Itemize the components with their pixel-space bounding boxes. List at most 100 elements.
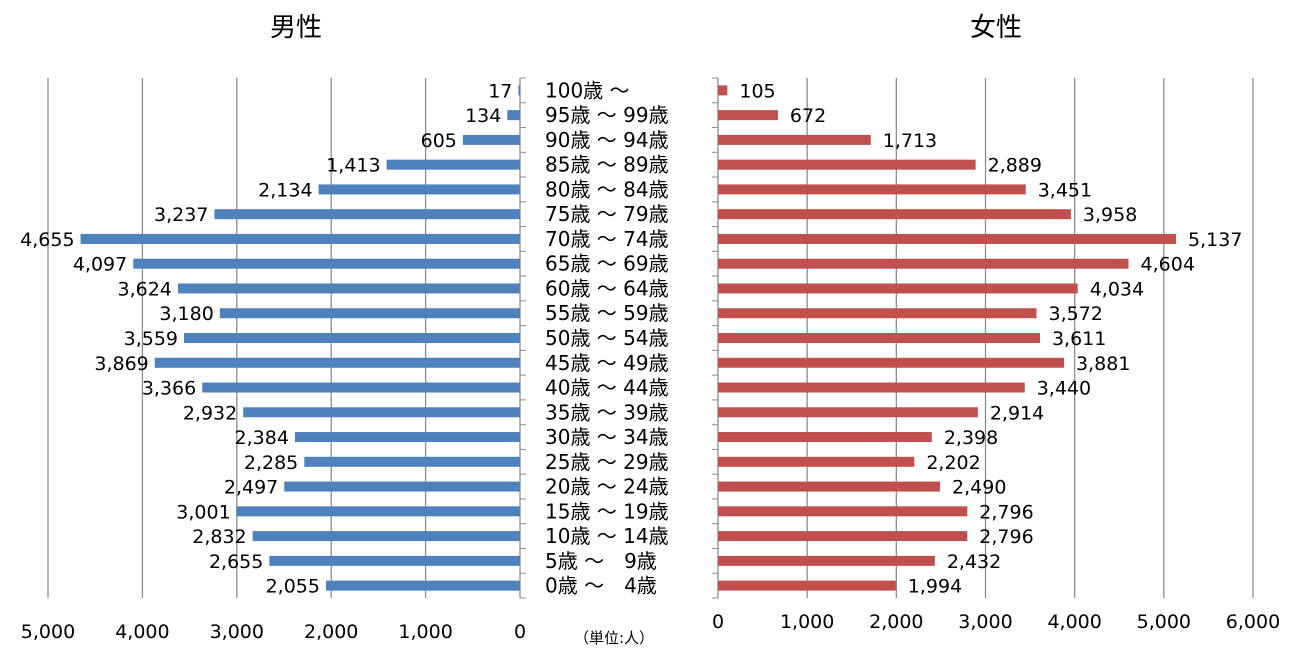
male-data-label: 3,559 (124, 328, 178, 350)
male-data-label: 2,055 (266, 576, 320, 598)
female-panel-title: 女性 (970, 13, 1022, 43)
female-data-label: 3,440 (1037, 378, 1091, 400)
male-data-label: 3,180 (159, 303, 213, 325)
female-bar (718, 432, 932, 443)
age-group-label: 35歳 〜 39歳 (545, 400, 669, 424)
male-bar (154, 357, 520, 368)
female-tick-label: 4,000 (1047, 611, 1101, 633)
male-data-label: 3,624 (117, 278, 171, 300)
female-data-label: 1,994 (908, 576, 962, 598)
male-tick-label: 0 (514, 621, 526, 643)
male-data-label: 17 (488, 80, 512, 102)
age-group-label: 5歳 〜 9歳 (545, 549, 657, 573)
age-group-label: 55歳 〜 59歳 (545, 301, 669, 325)
male-data-label: 1,413 (326, 155, 380, 177)
male-bar (202, 382, 520, 393)
male-data-label: 605 (421, 130, 457, 152)
male-bar (507, 110, 520, 121)
female-bar (718, 333, 1040, 343)
female-data-label: 3,572 (1049, 303, 1103, 325)
male-data-label: 134 (465, 105, 501, 127)
age-group-label: 50歳 〜 54歳 (545, 326, 669, 350)
female-data-label: 105 (739, 80, 775, 102)
female-bar (718, 209, 1071, 220)
male-panel-title: 男性 (270, 13, 322, 43)
unit-label: （単位:人） (574, 629, 654, 647)
male-data-label: 2,832 (192, 526, 246, 548)
female-bar (718, 110, 778, 121)
male-tick-label: 1,000 (398, 621, 452, 643)
female-data-label: 672 (790, 105, 826, 127)
male-bar (219, 308, 521, 319)
female-data-label: 2,914 (990, 402, 1044, 424)
female-bar (718, 506, 968, 517)
age-group-label: 15歳 〜 19歳 (545, 499, 669, 523)
age-group-label: 65歳 〜 69歳 (545, 252, 669, 276)
male-data-label: 2,285 (244, 452, 298, 474)
male-tick-label: 5,000 (21, 621, 75, 643)
male-bar (284, 481, 520, 492)
female-bar (718, 184, 1026, 195)
age-group-label: 75歳 〜 79歳 (545, 202, 669, 226)
female-data-label: 4,604 (1141, 254, 1195, 276)
female-data-label: 3,451 (1038, 179, 1092, 201)
female-data-label: 2,202 (926, 452, 980, 474)
female-data-label: 2,796 (979, 501, 1033, 523)
female-data-label: 2,889 (988, 155, 1042, 177)
female-bar (718, 481, 941, 492)
male-bar (304, 456, 520, 467)
female-bar (718, 456, 915, 467)
age-group-label: 30歳 〜 34歳 (545, 425, 669, 449)
male-bar (252, 531, 521, 542)
female-data-label: 5,137 (1188, 229, 1242, 251)
age-group-label: 90歳 〜 94歳 (545, 128, 669, 152)
male-data-label: 3,869 (94, 353, 148, 375)
male-bar (318, 184, 520, 195)
female-data-label: 1,713 (883, 130, 937, 152)
data-labels: 17 105 100歳 〜 134 672 95歳 〜 99歳 605 1,713 90歳 〜 … (20, 78, 1242, 597)
bars (80, 85, 1177, 591)
male-data-label: 2,134 (258, 179, 312, 201)
female-bar (718, 308, 1037, 319)
female-tick-label: 1,000 (780, 611, 834, 633)
female-bar (718, 258, 1129, 269)
female-tick-label: 2,000 (869, 611, 923, 633)
male-bar (326, 580, 520, 591)
male-tick-label: 2,000 (304, 621, 358, 643)
female-data-label: 2,490 (952, 477, 1006, 499)
male-data-label: 4,655 (20, 229, 74, 251)
male-bar (177, 283, 520, 294)
male-bar (80, 233, 521, 244)
female-tick-label: 0 (712, 611, 724, 633)
age-group-label: 45歳 〜 49歳 (545, 351, 669, 375)
male-bar (294, 432, 520, 443)
male-data-label: 2,655 (209, 551, 263, 573)
age-group-label: 100歳 〜 (545, 78, 630, 102)
male-data-label: 2,932 (183, 402, 237, 424)
female-bar (718, 407, 978, 418)
age-group-label: 25歳 〜 29歳 (545, 450, 669, 474)
female-bar (718, 134, 871, 145)
male-bar (518, 85, 520, 96)
male-bar (133, 258, 520, 269)
male-bar (386, 159, 520, 170)
male-data-label: 3,237 (154, 204, 208, 226)
female-data-label: 2,432 (947, 551, 1001, 573)
female-bar (718, 283, 1078, 294)
female-bar (718, 233, 1177, 244)
male-tick-label: 3,000 (210, 621, 264, 643)
male-data-label: 3,366 (142, 378, 196, 400)
age-group-label: 85歳 〜 89歳 (545, 153, 669, 177)
female-tick-label: 3,000 (958, 611, 1012, 633)
male-bar (462, 134, 520, 145)
female-bar (718, 531, 968, 542)
female-data-label: 4,034 (1090, 278, 1144, 300)
age-group-label: 40歳 〜 44歳 (545, 376, 669, 400)
male-bar (184, 333, 520, 343)
male-data-label: 2,384 (235, 427, 289, 449)
female-bar (718, 159, 976, 170)
male-data-label: 2,497 (224, 477, 278, 499)
female-data-label: 2,796 (979, 526, 1033, 548)
age-group-label: 70歳 〜 74歳 (545, 227, 669, 251)
